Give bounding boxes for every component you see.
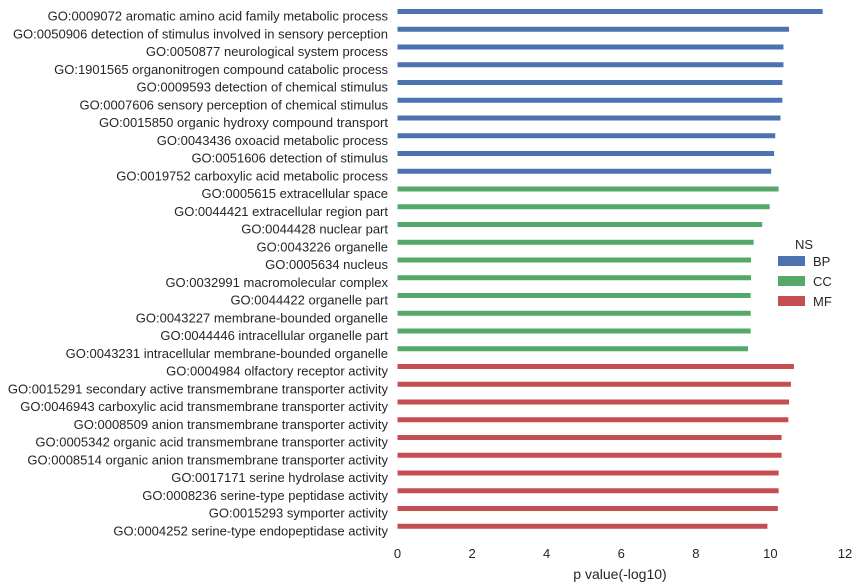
bar-bp	[397, 62, 784, 68]
legend-title: NS	[795, 237, 813, 252]
legend-label: BP	[813, 254, 830, 269]
bar-bp	[397, 80, 783, 85]
y-tick-label: GO:0044421 extracellular region part	[174, 204, 388, 219]
legend-swatch-cc	[778, 276, 805, 286]
x-tick-label: 10	[763, 546, 777, 561]
y-tick-label: GO:0009072 aromatic amino acid family me…	[48, 9, 389, 24]
y-tick-label: GO:0004984 olfactory receptor activity	[166, 364, 388, 379]
y-tick-label: GO:0043436 oxoacid metabolic process	[157, 133, 389, 148]
bar-bp	[397, 44, 784, 50]
y-tick-label: GO:0046943 carboxylic acid transmembrane…	[20, 399, 388, 414]
y-tick-label: GO:0019752 carboxylic acid metabolic pro…	[116, 168, 388, 183]
bar-mf	[397, 488, 779, 494]
x-axis-ticks: 0 2 4 6 8 10 12	[394, 546, 852, 561]
x-tick-label: 12	[838, 546, 852, 561]
y-tick-label: GO:0015291 secondary active transmembran…	[8, 381, 389, 396]
bar-mf	[397, 364, 794, 369]
y-tick-label: GO:0007606 sensory perception of chemica…	[79, 97, 388, 112]
y-tick-label: GO:0017171 serine hydrolase activity	[171, 470, 388, 485]
y-tick-label: GO:0043227 membrane-bounded organelle	[136, 310, 388, 325]
bar-mf	[397, 399, 790, 405]
bar-bp	[397, 115, 781, 121]
y-tick-label: GO:0050906 detection of stimulus involve…	[13, 26, 388, 41]
bars	[397, 9, 823, 529]
bar-cc	[397, 293, 751, 298]
y-tick-label: GO:0044446 intracellular organelle part	[160, 328, 388, 343]
y-tick-label: GO:0008514 organic anion transmembrane t…	[27, 452, 388, 467]
legend-swatch-bp	[778, 256, 805, 266]
y-tick-label: GO:0044428 nuclear part	[241, 222, 388, 237]
y-tick-label: GO:0043231 intracellular membrane-bounde…	[66, 346, 388, 361]
bar-mf	[397, 435, 782, 440]
bar-mf	[397, 506, 778, 511]
y-tick-label: GO:0015850 organic hydroxy compound tran…	[99, 115, 388, 130]
bar-mf	[397, 523, 768, 529]
y-tick-label: GO:0005615 extracellular space	[202, 186, 388, 201]
bar-cc	[397, 239, 754, 245]
bar-cc	[397, 257, 752, 263]
y-tick-label: GO:0050877 neurological system process	[146, 44, 389, 59]
bar-mf	[397, 470, 779, 476]
bar-bp	[397, 97, 783, 103]
x-tick-label: 4	[543, 546, 550, 561]
y-tick-label: GO:0008509 anion transmembrane transport…	[74, 417, 389, 432]
bar-mf	[397, 381, 791, 387]
bar-cc	[397, 275, 752, 281]
y-tick-label: GO:1901565 organonitrogen compound catab…	[54, 62, 388, 77]
legend-swatch-mf	[778, 296, 805, 306]
y-tick-label: GO:0004252 serine-type endopeptidase act…	[113, 523, 388, 538]
y-tick-label: GO:0005342 organic acid transmembrane tr…	[35, 435, 388, 450]
bar-cc	[397, 328, 751, 334]
bar-cc	[397, 222, 763, 227]
legend-label: CC	[813, 274, 832, 289]
bar-bp	[397, 9, 823, 14]
bar-mf	[397, 452, 782, 458]
x-tick-label: 8	[692, 546, 699, 561]
y-tick-label: GO:0005634 nucleus	[265, 257, 388, 272]
y-tick-label: GO:0043226 organelle	[256, 239, 388, 254]
y-tick-label: GO:0044422 organelle part	[230, 293, 388, 308]
bar-cc	[397, 204, 770, 210]
bar-cc	[397, 310, 751, 316]
x-tick-label: 0	[394, 546, 401, 561]
y-tick-label: GO:0008236 serine-type peptidase activit…	[142, 488, 388, 503]
bar-cc	[397, 346, 749, 352]
x-axis-label: p value(-log10)	[573, 566, 666, 582]
y-tick-label: GO:0009593 detection of chemical stimulu…	[137, 80, 389, 95]
x-tick-label: 6	[618, 546, 625, 561]
legend-label: MF	[813, 294, 832, 309]
y-tick-label: GO:0015293 symporter activity	[209, 506, 389, 521]
bar-bp	[397, 168, 772, 174]
bar-bp	[397, 26, 790, 32]
bar-mf	[397, 417, 789, 423]
legend: NS BP CC MF	[778, 237, 832, 309]
bar-cc	[397, 186, 779, 192]
x-tick-label: 2	[468, 546, 475, 561]
y-tick-label: GO:0051606 detection of stimulus	[191, 151, 388, 166]
bar-bp	[397, 151, 775, 156]
bar-bp	[397, 133, 776, 139]
y-tick-label: GO:0032991 macromolecular complex	[165, 275, 388, 290]
y-axis-labels: GO:0009072 aromatic amino acid family me…	[8, 9, 389, 539]
